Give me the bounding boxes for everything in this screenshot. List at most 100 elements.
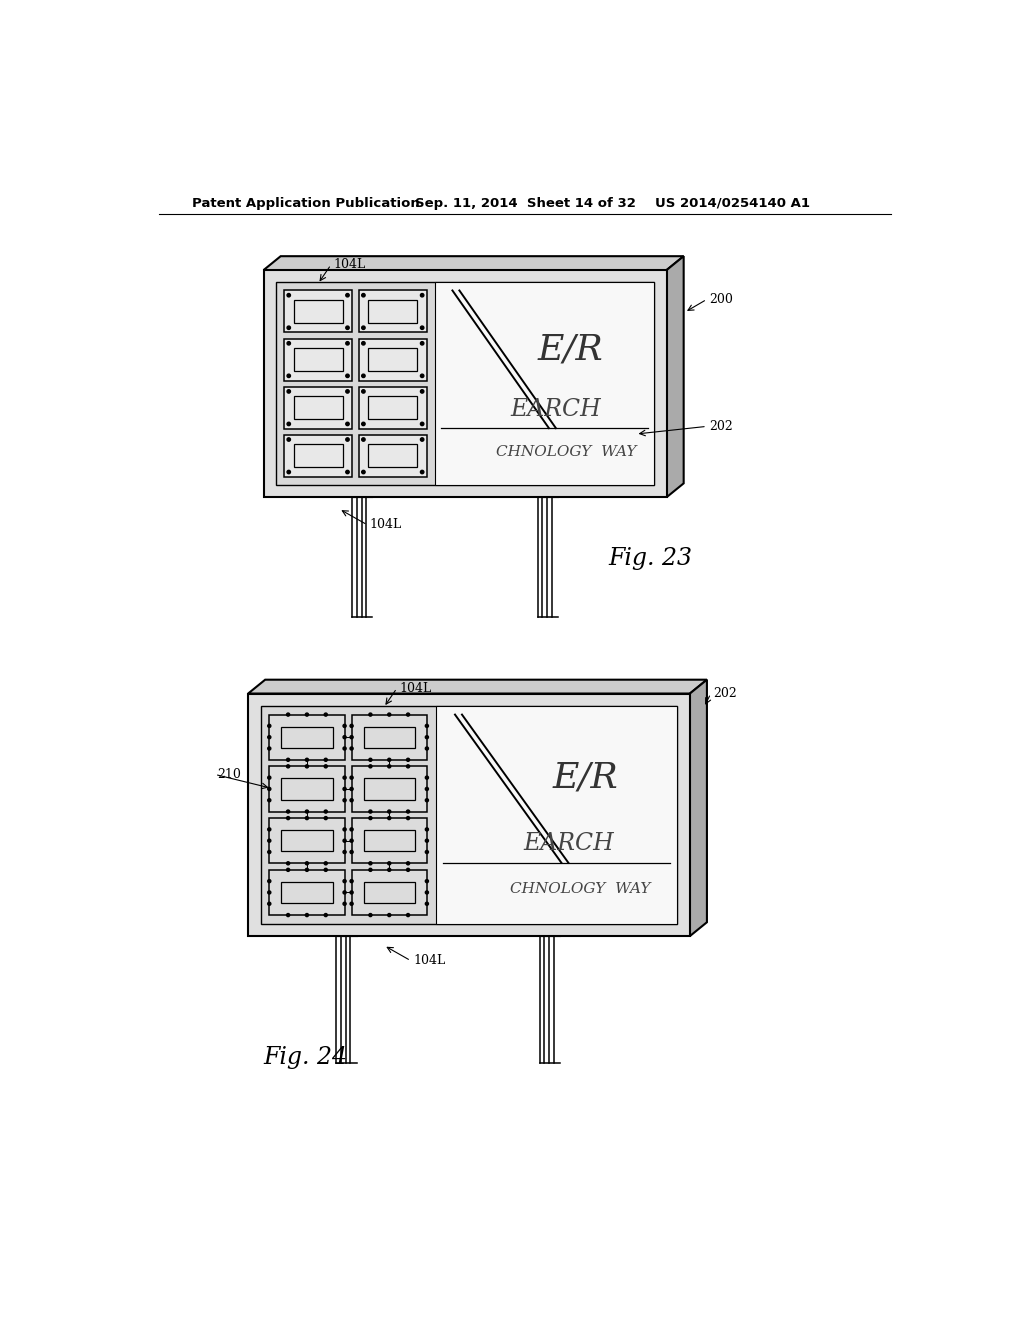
Circle shape	[388, 913, 391, 916]
Polygon shape	[263, 256, 684, 271]
Circle shape	[369, 758, 372, 762]
Circle shape	[350, 879, 353, 883]
Circle shape	[369, 713, 372, 717]
Circle shape	[287, 342, 291, 345]
Circle shape	[305, 862, 308, 865]
Circle shape	[346, 438, 349, 441]
Circle shape	[407, 862, 410, 865]
Circle shape	[343, 776, 346, 779]
Circle shape	[388, 862, 391, 865]
Circle shape	[325, 764, 328, 768]
Circle shape	[425, 828, 428, 830]
Circle shape	[421, 389, 424, 393]
Circle shape	[267, 850, 270, 854]
Circle shape	[267, 735, 270, 739]
Bar	[358, 290, 427, 333]
Circle shape	[425, 850, 428, 854]
Circle shape	[361, 470, 366, 474]
Circle shape	[343, 747, 346, 750]
Text: E/R: E/R	[553, 760, 618, 795]
Bar	[276, 282, 654, 484]
Bar	[358, 387, 427, 429]
Polygon shape	[667, 256, 684, 498]
Circle shape	[325, 862, 328, 865]
Circle shape	[305, 713, 308, 717]
Circle shape	[425, 891, 428, 894]
Bar	[351, 870, 427, 915]
Bar	[369, 396, 418, 420]
Circle shape	[425, 840, 428, 842]
Text: Fig. 23: Fig. 23	[608, 548, 692, 570]
Circle shape	[346, 422, 349, 425]
Bar	[282, 726, 333, 748]
Text: EARCH: EARCH	[510, 399, 601, 421]
Circle shape	[343, 735, 346, 739]
Bar	[294, 445, 343, 467]
Text: Patent Application Publication: Patent Application Publication	[191, 197, 419, 210]
Text: Sep. 11, 2014  Sheet 14 of 32: Sep. 11, 2014 Sheet 14 of 32	[415, 197, 636, 210]
Circle shape	[287, 470, 291, 474]
Circle shape	[407, 817, 410, 820]
Circle shape	[421, 422, 424, 425]
Circle shape	[350, 850, 353, 854]
Circle shape	[305, 758, 308, 762]
Circle shape	[350, 788, 353, 791]
Bar	[369, 348, 418, 371]
Circle shape	[421, 470, 424, 474]
Circle shape	[350, 891, 353, 894]
Circle shape	[388, 810, 391, 813]
Circle shape	[287, 758, 290, 762]
Circle shape	[346, 342, 349, 345]
Circle shape	[287, 326, 291, 330]
Bar	[364, 830, 415, 851]
Circle shape	[267, 788, 270, 791]
Circle shape	[325, 758, 328, 762]
Circle shape	[325, 810, 328, 813]
Circle shape	[361, 293, 366, 297]
Bar	[351, 714, 427, 760]
Bar	[364, 726, 415, 748]
Circle shape	[421, 438, 424, 441]
Circle shape	[346, 374, 349, 378]
Circle shape	[287, 374, 291, 378]
Bar	[284, 387, 352, 429]
Circle shape	[325, 817, 328, 820]
Circle shape	[388, 869, 391, 871]
Circle shape	[361, 422, 366, 425]
Circle shape	[425, 725, 428, 727]
Circle shape	[350, 776, 353, 779]
Text: 202: 202	[713, 686, 737, 700]
Circle shape	[407, 810, 410, 813]
Bar	[263, 271, 667, 498]
Circle shape	[343, 788, 346, 791]
Bar	[351, 818, 427, 863]
Circle shape	[305, 869, 308, 871]
Circle shape	[343, 840, 346, 842]
Circle shape	[325, 713, 328, 717]
Circle shape	[287, 810, 290, 813]
Bar	[269, 767, 345, 812]
Circle shape	[343, 850, 346, 854]
Circle shape	[343, 891, 346, 894]
Bar	[269, 818, 345, 863]
Circle shape	[267, 902, 270, 906]
Circle shape	[267, 891, 270, 894]
Circle shape	[343, 799, 346, 801]
Circle shape	[350, 747, 353, 750]
Text: 210: 210	[217, 768, 241, 781]
Text: Fig. 24: Fig. 24	[263, 1047, 347, 1069]
Circle shape	[287, 817, 290, 820]
Bar	[282, 882, 333, 903]
Circle shape	[407, 713, 410, 717]
Circle shape	[305, 817, 308, 820]
Circle shape	[421, 342, 424, 345]
Circle shape	[361, 438, 366, 441]
Bar	[364, 779, 415, 800]
Circle shape	[369, 869, 372, 871]
Circle shape	[287, 438, 291, 441]
Circle shape	[287, 389, 291, 393]
Circle shape	[361, 374, 366, 378]
Circle shape	[267, 879, 270, 883]
Circle shape	[388, 713, 391, 717]
Bar	[282, 779, 333, 800]
